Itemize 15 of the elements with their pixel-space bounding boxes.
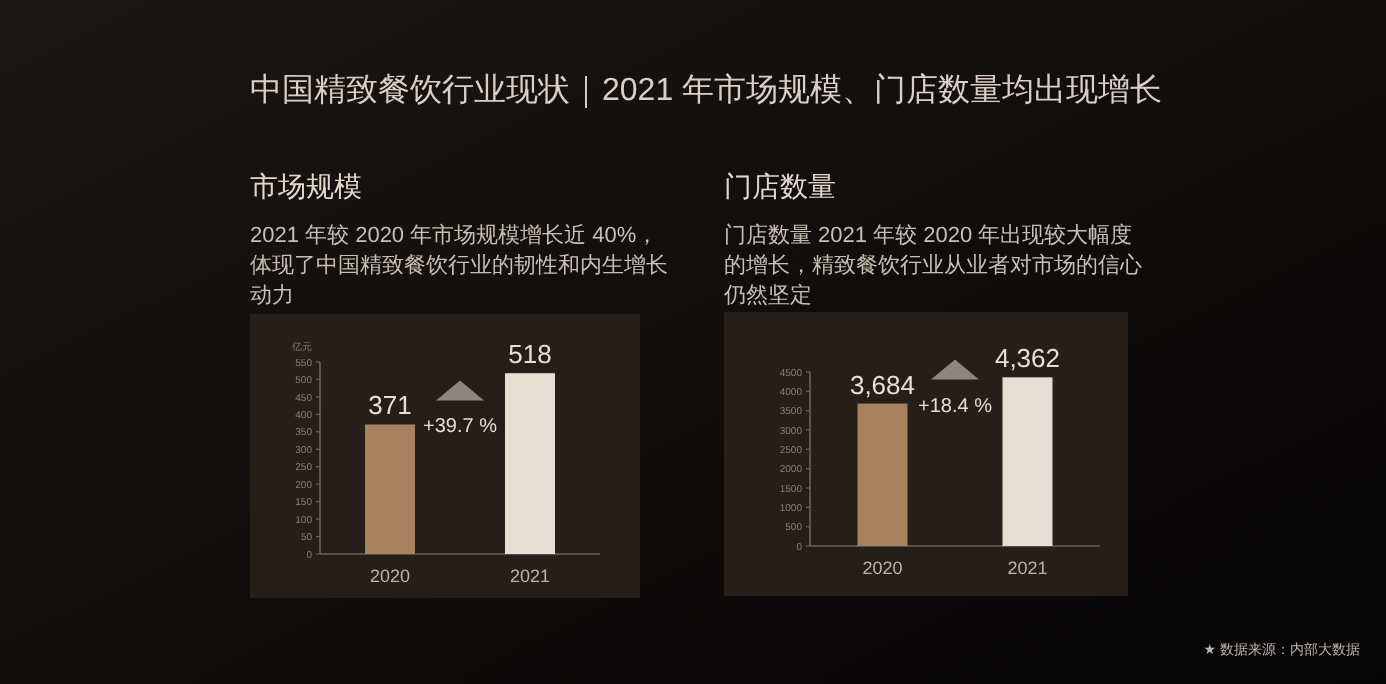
chart-title: 市场规模 xyxy=(250,170,362,202)
data-label: 371 xyxy=(368,390,412,421)
x-tick-label: 2020 xyxy=(369,566,411,586)
data-label: 3,684 xyxy=(849,369,916,400)
chart-title: 门店数量 xyxy=(724,170,836,202)
annotation: +39.7 % xyxy=(423,416,498,439)
x-tick-label: 2020 xyxy=(862,558,903,578)
annotation: +18.4 % xyxy=(918,395,993,418)
x-tick-label: 2021 xyxy=(1007,558,1048,578)
x-tick-label: 2021 xyxy=(509,566,551,586)
chart-subtitle: 2021 年较 2020 年市场规模增长近 40%，体现了中国精致餐饮行业的韧性和内生增长动力 xyxy=(250,222,668,308)
text: 中国精致餐饮行业现状｜2021 年市场规模、门店数量均出现增长 xyxy=(250,72,1163,108)
data-label: 4,362 xyxy=(994,343,1061,374)
chart-subtitle: 门店数量 2021 年较 2020 年出现较大幅度的增长，精致餐饮行业从业者对市场的信心仍然坚定 xyxy=(722,222,1142,308)
data-label: 518 xyxy=(508,339,552,370)
